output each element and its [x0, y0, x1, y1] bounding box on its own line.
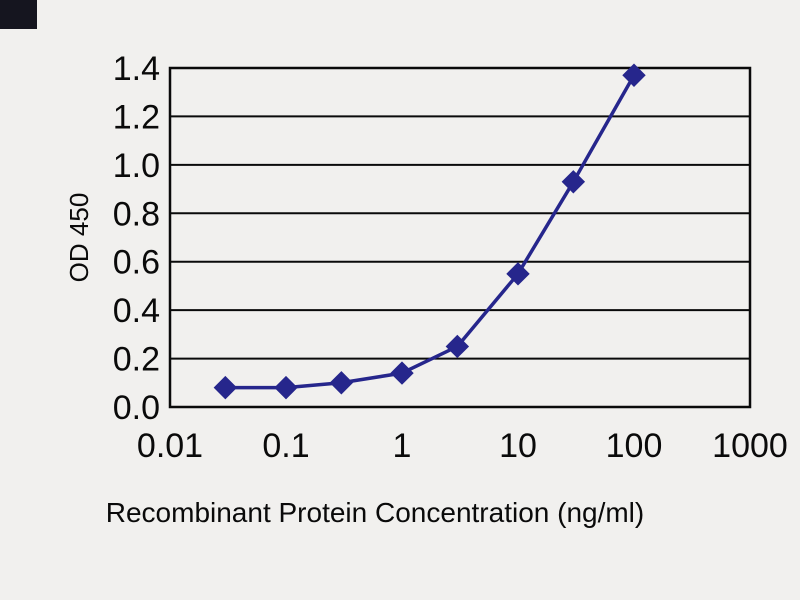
y-tick-labels: 0.0 0.2 0.4 0.6 0.8 1.0 1.2 1.4 — [113, 50, 160, 427]
y-tick-label: 0.4 — [113, 292, 160, 330]
x-tick-label: 0.01 — [137, 427, 203, 465]
gridlines — [170, 67, 750, 408]
data-point-marker — [445, 334, 470, 359]
plot-border — [168, 66, 752, 409]
y-tick-label: 0.6 — [113, 244, 160, 282]
x-tick-labels: 0.01 0.1 1 10 100 1000 — [137, 427, 788, 465]
data-point-marker — [329, 371, 354, 395]
corner-artifact — [0, 0, 37, 29]
y-axis-title: OD 450 — [64, 193, 94, 283]
y-tick-label: 1.0 — [113, 147, 160, 185]
series-line — [223, 73, 636, 390]
series-markers — [213, 63, 646, 400]
x-tick-label: 100 — [606, 427, 663, 465]
x-tick-label: 1 — [393, 427, 412, 465]
x-tick-label: 0.1 — [262, 427, 309, 465]
y-tick-label: 0.8 — [113, 195, 160, 233]
data-point-marker — [213, 375, 238, 400]
y-tick-label: 0.0 — [113, 389, 160, 427]
data-point-marker — [274, 375, 298, 400]
x-tick-label: 1000 — [712, 427, 788, 465]
y-tick-label: 1.2 — [113, 98, 160, 136]
y-tick-label: 0.2 — [113, 341, 160, 379]
data-point-marker — [622, 63, 646, 87]
data-point-marker — [390, 361, 414, 385]
data-point-marker — [506, 262, 530, 286]
x-axis-title: Recombinant Protein Concentration (ng/ml… — [106, 497, 644, 528]
data-point-marker — [561, 170, 586, 194]
x-tick-label: 10 — [499, 427, 537, 465]
y-tick-label: 1.4 — [113, 50, 160, 88]
